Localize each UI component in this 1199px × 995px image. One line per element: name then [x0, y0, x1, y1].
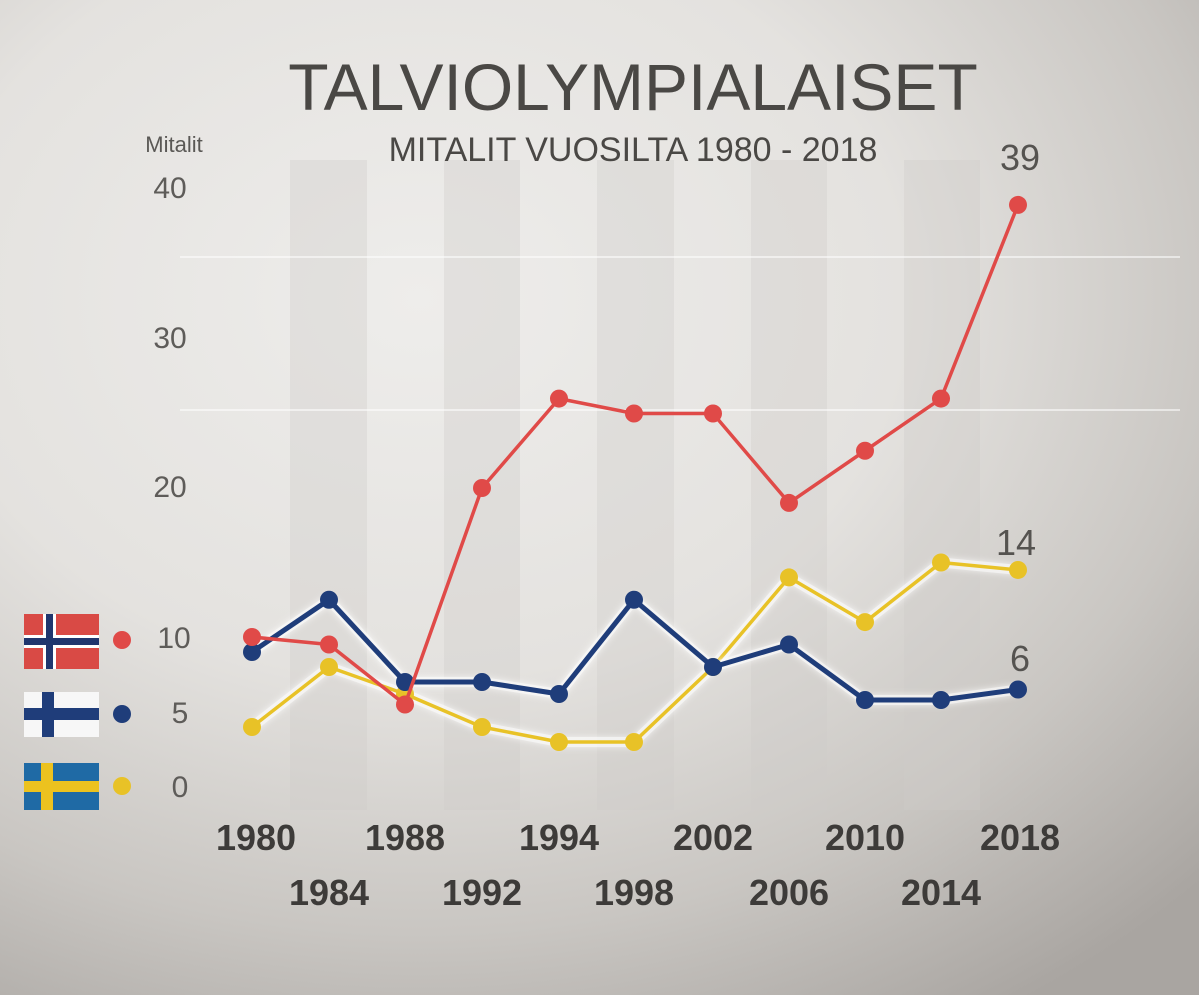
finland-point	[396, 673, 414, 691]
sweden-point	[243, 718, 261, 736]
norway-point	[550, 389, 568, 408]
norway-point	[780, 493, 798, 512]
finland-legend-dot	[113, 705, 131, 723]
norway-point	[396, 695, 414, 714]
x-tick-label: 1988	[365, 817, 445, 858]
sweden-flag	[24, 763, 99, 810]
finland-point	[780, 635, 798, 654]
norway-legend-dot	[113, 631, 131, 649]
series-layer	[243, 195, 1027, 751]
sweden-point	[856, 613, 874, 632]
x-tick-label: 1980	[216, 817, 296, 858]
end-labels: 39 6 14	[996, 137, 1040, 679]
norway-flag	[24, 614, 99, 669]
y-tick-label: 5	[172, 697, 189, 730]
x-tick-label: 1992	[442, 872, 522, 913]
finland-point	[1009, 680, 1027, 699]
norway-point	[243, 628, 261, 646]
norway-end-label: 39	[1000, 137, 1040, 178]
norway-point	[1009, 195, 1027, 214]
norway-point	[932, 389, 950, 408]
finland-point	[704, 658, 722, 676]
x-tick-label: 1994	[519, 817, 599, 858]
sweden-end-label: 14	[996, 522, 1036, 563]
norway-point	[320, 635, 338, 654]
norway-point	[856, 441, 874, 460]
sweden-point	[320, 658, 338, 676]
chart-title: TALVIOLYMPIALAISET	[288, 50, 978, 124]
sweden-point	[550, 733, 568, 751]
y-tick-label: 0	[172, 771, 189, 804]
finland-point	[625, 590, 643, 609]
y-axis-ticks: 40 30 20 10 5 0	[153, 172, 190, 804]
y-axis-label: Mitalit	[145, 132, 202, 157]
finland-point	[856, 691, 874, 709]
column-band	[290, 160, 367, 810]
norway-point	[625, 404, 643, 423]
sweden-point	[1009, 560, 1027, 579]
x-tick-label: 2002	[673, 817, 753, 858]
x-tick-label: 2014	[901, 872, 981, 913]
finland-flag	[24, 692, 99, 737]
x-tick-label: 2018	[980, 817, 1060, 858]
sweden-legend-dot	[113, 777, 131, 795]
finland-point	[550, 685, 568, 703]
finland-point	[932, 691, 950, 709]
x-tick-label: 1984	[289, 872, 369, 913]
finland-end-label: 6	[1010, 638, 1030, 679]
finland-point	[473, 673, 491, 691]
column-band	[597, 160, 674, 810]
x-axis-ticks: 1980 1984 1988 1992 1994 1998 2002 2006 2010 2014…	[216, 817, 1060, 913]
x-tick-label: 2006	[749, 872, 829, 913]
norway-point	[704, 404, 722, 423]
sweden-point	[780, 568, 798, 587]
y-tick-label: 40	[153, 172, 186, 205]
y-tick-label: 20	[153, 471, 186, 504]
y-tick-label: 10	[157, 622, 190, 655]
finland-point	[320, 590, 338, 609]
legend	[24, 614, 131, 810]
x-tick-label: 1998	[594, 872, 674, 913]
x-tick-label: 2010	[825, 817, 905, 858]
chart-subtitle: MITALIT VUOSILTA 1980 - 2018	[389, 131, 878, 169]
norway-point	[473, 479, 491, 497]
y-tick-label: 30	[153, 322, 186, 355]
sweden-point	[932, 553, 950, 572]
horizontal-guides	[180, 256, 1180, 411]
sweden-point	[473, 718, 491, 736]
sweden-point	[625, 733, 643, 751]
finland-point	[243, 643, 261, 661]
